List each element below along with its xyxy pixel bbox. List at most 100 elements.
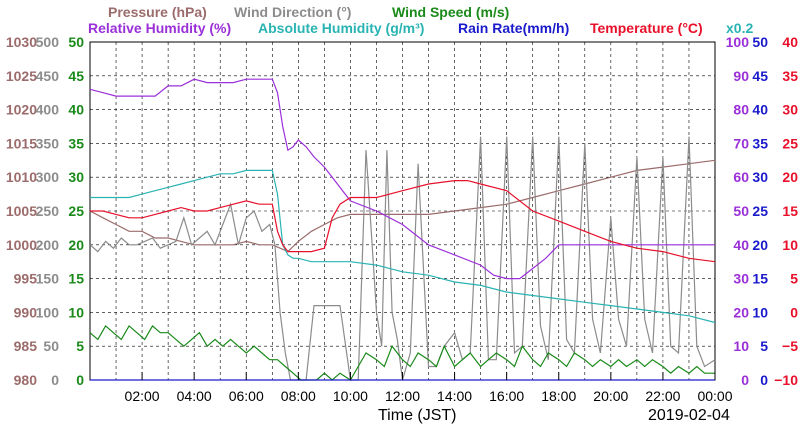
right-tick-temperature: 35: [782, 68, 798, 84]
right-tick-rain: 35: [752, 135, 768, 151]
series-relative-humidity: [89, 78, 715, 280]
right-tick-rain: 10: [752, 304, 768, 320]
right-tick-humidity: 0: [741, 372, 749, 388]
x-tick-label: 22:00: [645, 388, 680, 404]
left-tick-wind_dir: 150: [36, 271, 60, 287]
right-tick-temperature: 15: [782, 203, 798, 219]
right-tick-rain: 45: [752, 68, 768, 84]
right-tick-temperature: 25: [782, 135, 798, 151]
legend-rain-rate: Rain Rate(mm/h): [458, 20, 569, 36]
right-tick-humidity: 70: [733, 135, 749, 151]
left-tick-wind_speed: 10: [68, 304, 84, 320]
right-tick-temperature: 20: [782, 169, 798, 185]
left-tick-wind_speed: 0: [76, 372, 84, 388]
left-tick-wind_dir: 0: [51, 372, 59, 388]
legend-absolute-humidity: Absolute Humidity (g/m³): [258, 20, 424, 36]
left-tick-pressure: 1015: [6, 135, 37, 151]
date-label: 2019-02-04: [648, 407, 730, 424]
x-tick-label: 00:00: [697, 388, 732, 404]
legend-temperature: Temperature (°C): [590, 20, 703, 36]
left-tick-wind_dir: 450: [36, 68, 60, 84]
right-tick-humidity: 10: [733, 338, 749, 354]
legend-wind-speed: Wind Speed (m/s): [392, 4, 509, 20]
right-axes: 1009080706050403020100504540353025201510…: [726, 34, 799, 388]
series-wind-speed: [89, 324, 715, 381]
right-tick-temperature: −10: [774, 372, 798, 388]
right-tick-humidity: 90: [733, 68, 749, 84]
left-tick-wind_speed: 25: [68, 203, 84, 219]
right-tick-temperature: 40: [782, 34, 798, 50]
left-tick-wind_dir: 350: [36, 135, 60, 151]
left-tick-wind_dir: 50: [43, 338, 59, 354]
right-tick-rain: 30: [752, 169, 768, 185]
x-tick-label: 06:00: [229, 388, 264, 404]
left-tick-wind_speed: 30: [68, 169, 84, 185]
x-tick-label: 02:00: [125, 388, 160, 404]
x-tick-label: 14:00: [437, 388, 472, 404]
series-wind-direction: [89, 136, 716, 381]
plot-area: [89, 41, 716, 381]
x-tick-label: 18:00: [541, 388, 576, 404]
left-tick-wind_dir: 100: [36, 304, 60, 320]
right-tick-rain: 40: [752, 102, 768, 118]
right-tick-humidity: 80: [733, 102, 749, 118]
left-axes: 1030102510201015101010051000995990985980…: [6, 34, 84, 388]
right-tick-temperature: 5: [790, 271, 798, 287]
left-tick-pressure: 1025: [6, 68, 37, 84]
left-tick-wind_dir: 300: [36, 169, 60, 185]
left-tick-wind_speed: 35: [68, 135, 84, 151]
right-tick-rain: 25: [752, 203, 768, 219]
series-pressure: [89, 159, 716, 253]
legend-scale-note: x0.2: [726, 20, 753, 36]
left-tick-pressure: 1000: [6, 237, 37, 253]
left-tick-wind_speed: 5: [76, 338, 84, 354]
series-temperature: [90, 180, 716, 263]
right-tick-temperature: −5: [782, 338, 798, 354]
right-tick-rain: 5: [760, 338, 768, 354]
right-tick-rain: 15: [752, 271, 768, 287]
right-tick-humidity: 30: [733, 271, 749, 287]
right-tick-temperature: 30: [782, 102, 798, 118]
legend-wind-direction: Wind Direction (°): [234, 4, 351, 20]
left-tick-pressure: 980: [14, 372, 38, 388]
left-tick-wind_dir: 250: [36, 203, 60, 219]
right-tick-humidity: 50: [733, 203, 749, 219]
right-tick-humidity: 20: [733, 304, 749, 320]
left-tick-pressure: 1020: [6, 102, 37, 118]
x-axis-label: Time (JST): [378, 407, 457, 424]
legend-pressure: Pressure (hPa): [108, 4, 207, 20]
right-tick-humidity: 40: [733, 237, 749, 253]
x-tick-label: 20:00: [593, 388, 628, 404]
x-tick-label: 10:00: [333, 388, 368, 404]
left-tick-pressure: 995: [14, 271, 38, 287]
left-tick-pressure: 1005: [6, 203, 37, 219]
left-tick-pressure: 1030: [6, 34, 37, 50]
x-tick-label: 04:00: [177, 388, 212, 404]
x-tick-label: 12:00: [385, 388, 420, 404]
right-tick-rain: 50: [752, 34, 768, 50]
legend: Pressure (hPa) Wind Direction (°) Wind S…: [88, 4, 753, 36]
right-tick-rain: 0: [760, 372, 768, 388]
right-tick-humidity: 60: [733, 169, 749, 185]
x-tick-label: 08:00: [281, 388, 316, 404]
left-tick-wind_dir: 500: [36, 34, 60, 50]
left-tick-wind_dir: 400: [36, 102, 60, 118]
left-tick-wind_speed: 15: [68, 271, 84, 287]
left-tick-wind_speed: 20: [68, 237, 84, 253]
right-tick-rain: 20: [752, 237, 768, 253]
left-tick-pressure: 990: [14, 304, 38, 320]
x-tick-label: 16:00: [489, 388, 524, 404]
series-absolute-humidity: [90, 169, 716, 324]
legend-relative-humidity: Relative Humidity (%): [88, 20, 231, 36]
left-tick-wind_dir: 200: [36, 237, 60, 253]
right-tick-humidity: 100: [726, 34, 750, 50]
left-tick-wind_speed: 40: [68, 102, 84, 118]
left-tick-wind_speed: 50: [68, 34, 84, 50]
x-axis: 02:00 04:00 06:00 08:00 10:00 12:00 14:00 16:00…: [125, 372, 733, 404]
right-tick-temperature: 0: [790, 304, 798, 320]
left-tick-wind_speed: 45: [68, 68, 84, 84]
left-tick-pressure: 1010: [6, 169, 37, 185]
right-tick-temperature: 10: [782, 237, 798, 253]
left-tick-pressure: 985: [14, 338, 38, 354]
